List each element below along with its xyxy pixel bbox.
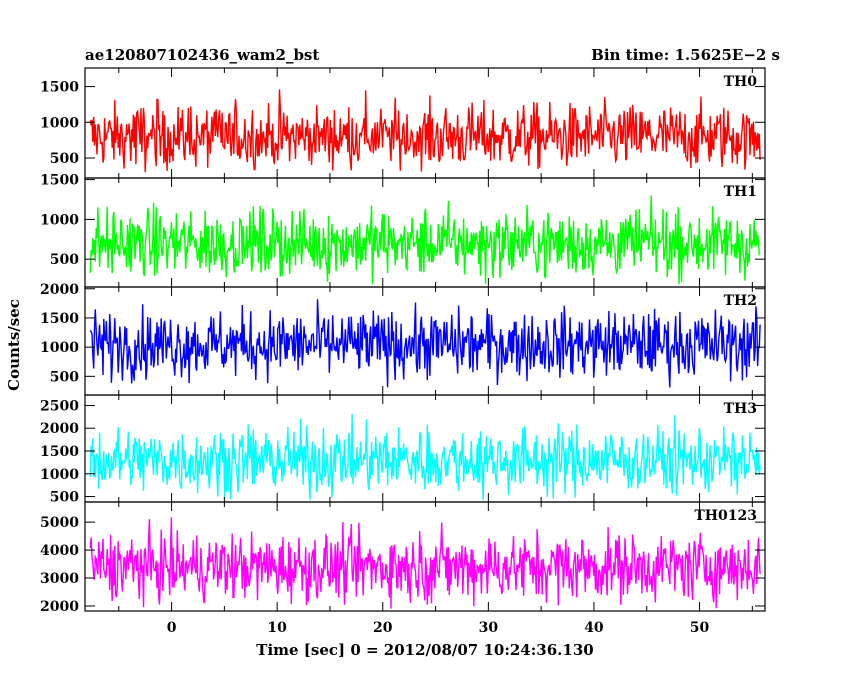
y-tick-label: 1000 [40, 340, 79, 356]
y-tick-label: 2000 [40, 421, 79, 437]
series-line-th0 [89, 89, 761, 173]
y-tick-label: 1500 [40, 311, 79, 327]
series-line-th3 [89, 413, 761, 500]
y-tick-label: 5000 [40, 515, 79, 531]
panel-label-th3: TH3 [724, 401, 757, 417]
chart-title-left: ae120807102436_wam2_bst [85, 46, 319, 64]
panel-label-th0: TH0 [724, 74, 758, 90]
y-tick-label: 1000 [40, 212, 79, 228]
y-tick-label: 1000 [40, 467, 79, 483]
series-line-th1 [89, 195, 761, 285]
y-tick-label: 500 [50, 490, 79, 506]
chart-title-right: Bin time: 1.5625E−2 s [591, 46, 780, 64]
x-tick-label: 0 [167, 620, 177, 636]
panel-label-th1: TH1 [724, 184, 757, 200]
y-tick-label: 3000 [40, 571, 79, 587]
x-tick-label: 10 [267, 620, 287, 636]
y-tick-label: 1000 [40, 115, 79, 131]
panel-label-th0123: TH0123 [694, 508, 757, 524]
panel-label-th2: TH2 [724, 293, 757, 309]
x-tick-label: 40 [584, 620, 604, 636]
x-tick-label: 30 [479, 620, 499, 636]
x-axis-label: Time [sec] 0 = 2012/08/07 10:24:36.130 [256, 641, 593, 659]
y-tick-label: 4000 [40, 543, 79, 559]
y-tick-label: 1500 [40, 173, 79, 189]
y-tick-label: 2500 [40, 398, 79, 414]
y-tick-label: 1500 [40, 444, 79, 460]
y-tick-label: 500 [50, 369, 79, 385]
y-tick-label: 2000 [40, 599, 79, 615]
series-line-th2 [89, 299, 761, 388]
y-tick-label: 500 [50, 252, 79, 268]
x-tick-label: 20 [373, 620, 393, 636]
y-tick-label: 1500 [40, 80, 79, 96]
y-tick-label: 2000 [40, 282, 79, 298]
panel-frame-th0123 [84, 501, 766, 612]
x-tick-label: 50 [690, 620, 710, 636]
series-line-th0123 [89, 517, 761, 609]
y-axis-label: Counts/sec [5, 299, 23, 391]
y-tick-label: 500 [50, 151, 79, 167]
